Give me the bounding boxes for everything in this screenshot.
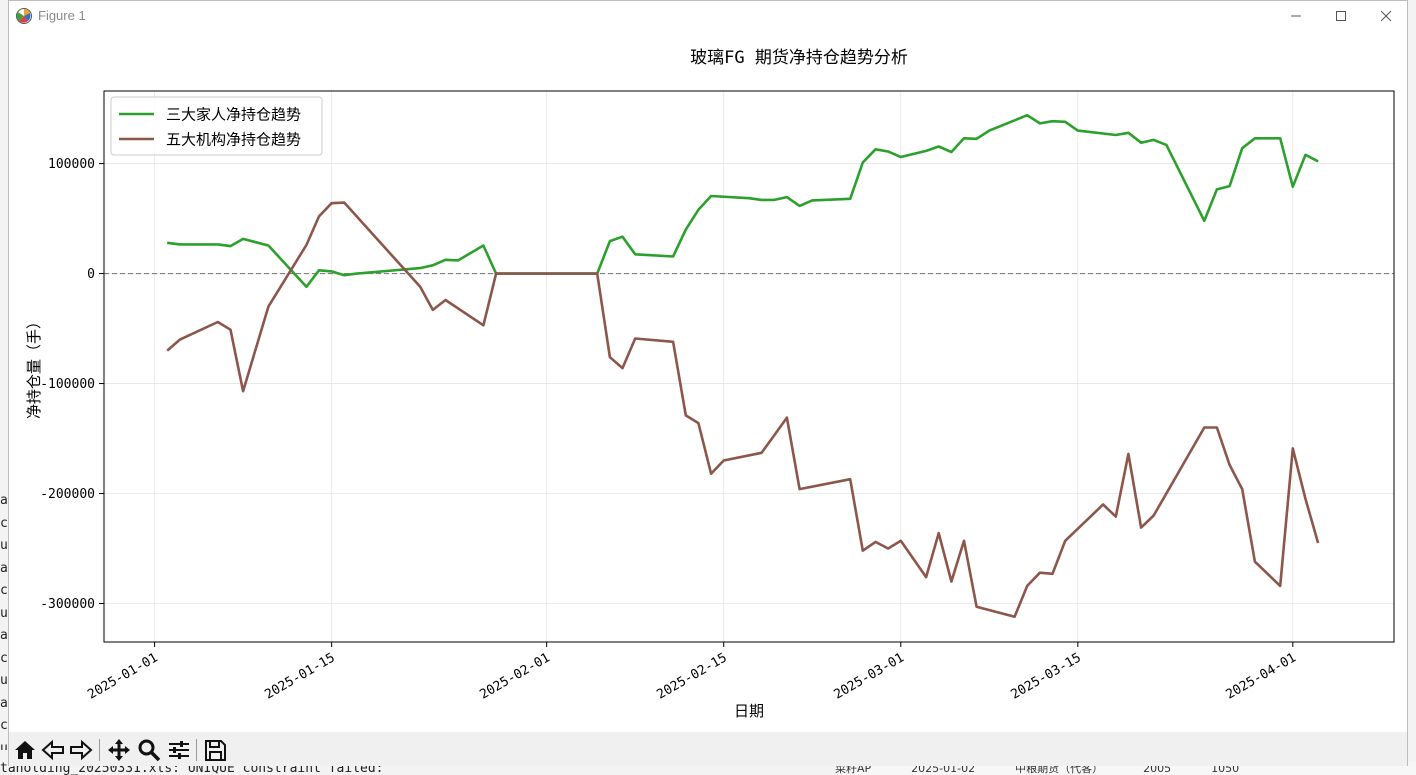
toolbar-separator	[99, 739, 100, 761]
terminal-fragments: at ce ur at ce ur at ce ur at ce ur	[0, 490, 10, 750]
terminal-line: ce	[0, 515, 10, 531]
terminal-line: ur	[0, 605, 10, 621]
maximize-icon	[1336, 11, 1346, 21]
chart-title: 玻璃FG 期货净持仓趋势分析	[690, 48, 908, 68]
home-icon	[15, 741, 35, 759]
terminal-line: at	[0, 560, 10, 576]
terminal-line: ur	[0, 740, 10, 751]
x-axis-label: 日期	[734, 702, 764, 720]
close-icon	[1380, 10, 1392, 22]
legend-box	[110, 96, 323, 156]
y-axis-label: 净持仓量（手）	[25, 314, 43, 419]
terminal-line: at	[0, 493, 10, 508]
plot-frame	[103, 90, 1395, 643]
y-tick-label: -100000	[40, 377, 95, 392]
home-button[interactable]	[12, 737, 38, 763]
forward-arrow-button[interactable]	[68, 737, 94, 763]
back-arrow-icon	[41, 739, 64, 761]
terminal-line: ce	[0, 718, 10, 733]
y-tick-label: -300000	[40, 597, 95, 612]
matplotlib-app-icon	[16, 8, 32, 24]
save-floppy-button[interactable]	[202, 737, 228, 763]
title-bar: Figure 1	[9, 1, 1407, 31]
configure-subplots-icon	[169, 741, 189, 759]
back-arrow-button[interactable]	[40, 737, 66, 763]
zoom-magnifier-icon	[138, 739, 161, 762]
series-line-2	[166, 201, 1320, 619]
figure-canvas[interactable]: 100000 0 -100000 -200000 -300000 2025-01-01 20…	[9, 31, 1407, 731]
terminal-line: ce	[0, 650, 10, 666]
toolbar-separator	[196, 739, 197, 761]
legend-label-1: 三大家人净持仓趋势	[166, 106, 301, 124]
minimize-button[interactable]	[1273, 1, 1319, 31]
y-tick-label: 100000	[48, 157, 95, 172]
window-title: Figure 1	[38, 8, 86, 23]
maximize-button[interactable]	[1318, 1, 1364, 31]
y-tick-label: -200000	[40, 487, 95, 502]
save-floppy-icon	[205, 740, 226, 761]
pan-move-button[interactable]	[106, 737, 132, 763]
terminal-line: at	[0, 695, 10, 711]
terminal-line: ur	[0, 673, 10, 688]
legend-label-2: 五大机构净持仓趋势	[166, 131, 301, 149]
figure-window: Figure 1 100000 0 -100000 -200000 -300000 202…	[8, 0, 1408, 766]
minimize-icon	[1291, 15, 1301, 17]
close-button[interactable]	[1363, 1, 1409, 31]
navigation-toolbar	[9, 732, 1407, 766]
pan-move-icon	[108, 739, 130, 761]
terminal-line: ce	[0, 583, 10, 598]
terminal-line: at	[0, 628, 10, 643]
terminal-line: ur	[0, 538, 10, 553]
series-line-1	[167, 113, 1319, 289]
zoom-magnifier-button[interactable]	[136, 737, 162, 763]
configure-subplots-button[interactable]	[166, 737, 192, 763]
forward-arrow-icon	[70, 739, 93, 761]
y-tick-label: 0	[87, 267, 95, 282]
